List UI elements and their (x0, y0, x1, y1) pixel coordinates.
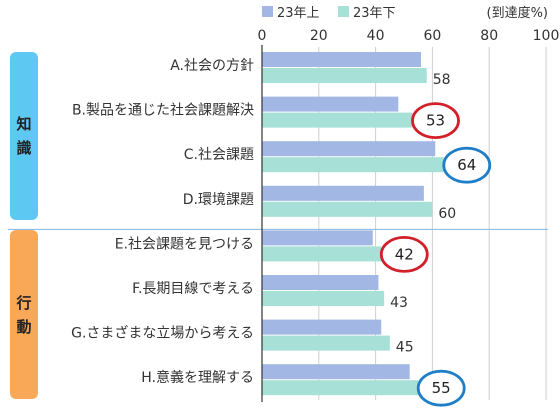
bar-series1 (262, 52, 422, 67)
x-tick-label: 60 (423, 28, 441, 44)
bar-series1 (262, 141, 436, 157)
highlight-circle (442, 146, 492, 184)
category-label: C.社会課題 (184, 147, 254, 163)
highlight-circle (379, 235, 429, 273)
category-label: E.社会課題を見つける (115, 236, 254, 252)
bar-series1 (262, 96, 399, 112)
group-label-char: 動 (16, 317, 32, 336)
value-label: 64 (457, 156, 476, 174)
category-label: G.さまざまな立場から考える (71, 325, 254, 342)
group-label-char: 行 (16, 293, 32, 312)
group-label-char: 識 (16, 139, 32, 158)
group-label-char: 知 (16, 115, 32, 134)
legend-swatch (262, 6, 273, 17)
value-label: 60 (438, 206, 456, 222)
value-label: 55 (432, 379, 451, 397)
bar-series2 (262, 68, 427, 83)
legend-label: 23年下 (353, 6, 396, 21)
bar-series1 (262, 185, 424, 201)
x-tick-label: 80 (480, 28, 498, 44)
x-tick-label: 20 (310, 28, 328, 44)
bar-series1 (262, 230, 373, 246)
bar-series2 (262, 335, 390, 351)
bar-series2 (262, 246, 382, 262)
bar-series1 (262, 364, 410, 380)
x-tick-label: 40 (367, 28, 385, 44)
group-tab: 行動 (10, 230, 38, 399)
bar-series2 (262, 291, 385, 306)
category-label: H.意義を理解する (141, 369, 254, 386)
bar-series2 (262, 201, 433, 217)
highlight-circle (411, 102, 460, 139)
unit-label: (到達度%) (487, 5, 549, 21)
x-tick-label: 0 (258, 28, 267, 44)
legend-swatch (338, 6, 349, 17)
category-label: F.長期目線で考える (132, 281, 254, 297)
value-label: 53 (426, 112, 445, 130)
value-label: 45 (396, 340, 414, 356)
bar-series2 (262, 157, 444, 173)
bar-series2 (262, 380, 419, 396)
category-label: B.製品を通じた社会課題解決 (72, 103, 254, 119)
category-label: D.環境課題 (183, 192, 254, 208)
value-label: 58 (433, 72, 451, 88)
bar-series1 (262, 275, 379, 290)
group-tab: 知識 (10, 52, 38, 221)
bar-series2 (262, 112, 413, 128)
highlight-circle (416, 369, 466, 407)
x-tick-label: 100 (533, 28, 560, 44)
legend-label: 23年上 (277, 6, 320, 21)
value-label: 43 (390, 295, 408, 311)
bar-series1 (262, 319, 382, 335)
category-label: A.社会の方針 (170, 58, 254, 74)
value-label: 42 (395, 245, 414, 263)
